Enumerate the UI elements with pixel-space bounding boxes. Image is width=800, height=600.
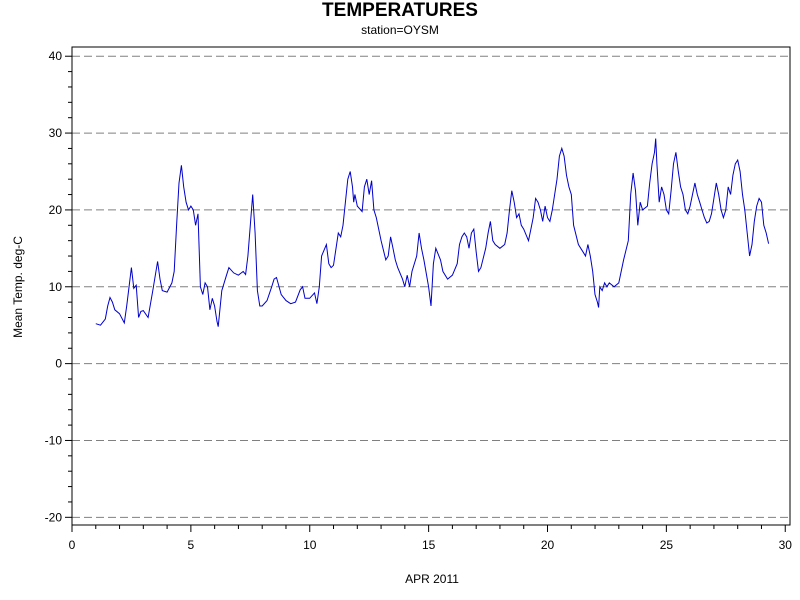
y-tick-label: 10 [49, 280, 63, 294]
plot-frame [71, 46, 791, 526]
x-tick-label: 10 [303, 538, 317, 552]
x-tick-label: 20 [541, 538, 555, 552]
y-tick-label: 30 [49, 126, 63, 140]
x-tick-label: 5 [188, 538, 195, 552]
y-tick-label: 20 [49, 203, 63, 217]
x-tick-label: 0 [69, 538, 76, 552]
chart-subtitle: station=OYSM [361, 23, 439, 37]
x-axis-label: APR 2011 [405, 572, 459, 586]
x-tick-label: 15 [422, 538, 436, 552]
x-tick-label: 30 [779, 538, 793, 552]
chart-title: TEMPERATURES [322, 0, 478, 21]
series-line [95, 138, 770, 327]
y-tick-label: 40 [49, 49, 63, 63]
y-tick-label: -20 [45, 510, 63, 524]
y-tick-label: 0 [55, 357, 62, 371]
axis-ticks: -20 -10 0 10 20 30 40 0 5 10 15 20 25 30 [45, 49, 793, 552]
series-layer [95, 138, 770, 327]
y-tick-label: -10 [45, 433, 63, 447]
x-tick-label: 25 [660, 538, 674, 552]
y-axis-label: Mean Temp. deg-C [11, 236, 25, 338]
grid-lines [72, 55, 790, 518]
